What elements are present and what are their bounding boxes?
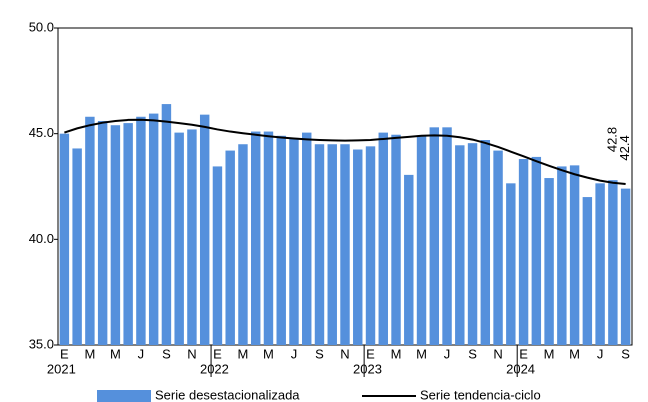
legend-label: Serie tendencia-ciclo <box>420 387 541 402</box>
bar <box>250 131 261 345</box>
bar <box>110 125 121 345</box>
bar <box>582 197 593 345</box>
year-label: 2023 <box>353 361 382 376</box>
x-tick-label: M <box>110 346 121 361</box>
bar <box>518 159 529 345</box>
x-tick-label: M <box>263 346 274 361</box>
bar <box>506 183 516 345</box>
bar <box>455 145 465 345</box>
x-tick-label: M <box>569 346 580 361</box>
bar <box>416 135 427 345</box>
bar <box>531 156 542 345</box>
x-tick-label: J <box>444 346 451 361</box>
bar <box>263 131 274 345</box>
legend-swatch <box>97 390 151 402</box>
value-label: 42.4 <box>617 135 632 160</box>
year-label: 2021 <box>47 361 76 376</box>
x-tick-label: M <box>84 346 95 361</box>
bar <box>174 132 184 345</box>
bar <box>97 120 108 345</box>
x-tick-label: E <box>366 346 375 361</box>
bar <box>187 129 197 345</box>
trend-line <box>64 118 626 185</box>
x-tick-label: S <box>468 346 477 361</box>
bar <box>276 135 286 345</box>
bar <box>59 133 70 345</box>
legend-label: Serie desestacionalizada <box>155 387 300 402</box>
bar <box>544 178 554 345</box>
x-tick-label: N <box>340 346 349 361</box>
bar <box>212 166 223 345</box>
x-tick-label: S <box>315 346 324 361</box>
x-tick-label: E <box>519 346 528 361</box>
bar <box>353 149 363 345</box>
bar <box>480 140 491 345</box>
bar <box>467 143 478 345</box>
bar <box>557 166 567 345</box>
bar <box>199 114 210 345</box>
bar <box>327 144 337 345</box>
bar <box>314 144 325 345</box>
bar <box>225 150 235 345</box>
bar <box>72 148 82 345</box>
year-label: 2022 <box>200 361 229 376</box>
bar <box>161 104 172 345</box>
bar <box>608 180 618 345</box>
x-tick-label: S <box>621 346 630 361</box>
bar <box>569 165 580 345</box>
y-tick-label: 45.0 <box>29 125 54 140</box>
y-tick-label: 35.0 <box>29 336 54 351</box>
bar <box>429 127 440 346</box>
x-tick-label: J <box>291 346 298 361</box>
bar <box>493 150 503 345</box>
y-tick-label: 50.0 <box>29 19 54 34</box>
x-tick-label: M <box>416 346 427 361</box>
bar <box>85 116 95 345</box>
bar <box>595 183 605 345</box>
legend: Serie desestacionalizada Serie tendencia-… <box>97 387 541 402</box>
bar <box>302 132 312 345</box>
x-tick-label: M <box>544 346 555 361</box>
bar <box>123 123 133 345</box>
bar <box>148 113 159 345</box>
bar <box>378 132 388 345</box>
x-tick-label: M <box>391 346 402 361</box>
bar <box>136 116 146 345</box>
value-label: 42.8 <box>604 127 619 152</box>
bar <box>620 188 631 345</box>
x-tick-label: J <box>597 346 604 361</box>
y-tick-label: 40.0 <box>29 231 54 246</box>
bar <box>340 144 350 345</box>
bar <box>365 146 376 345</box>
x-tick-label: E <box>60 346 69 361</box>
x-tick-label: N <box>187 346 196 361</box>
x-tick-label: S <box>162 346 171 361</box>
bar <box>442 127 452 346</box>
bar <box>391 134 401 345</box>
bar <box>289 137 299 345</box>
x-tick-label: J <box>138 346 145 361</box>
x-tick-label: E <box>213 346 222 361</box>
year-label: 2024 <box>506 361 535 376</box>
x-tick-label: N <box>493 346 502 361</box>
bar <box>238 144 248 345</box>
bar <box>404 174 414 345</box>
x-tick-label: M <box>238 346 249 361</box>
